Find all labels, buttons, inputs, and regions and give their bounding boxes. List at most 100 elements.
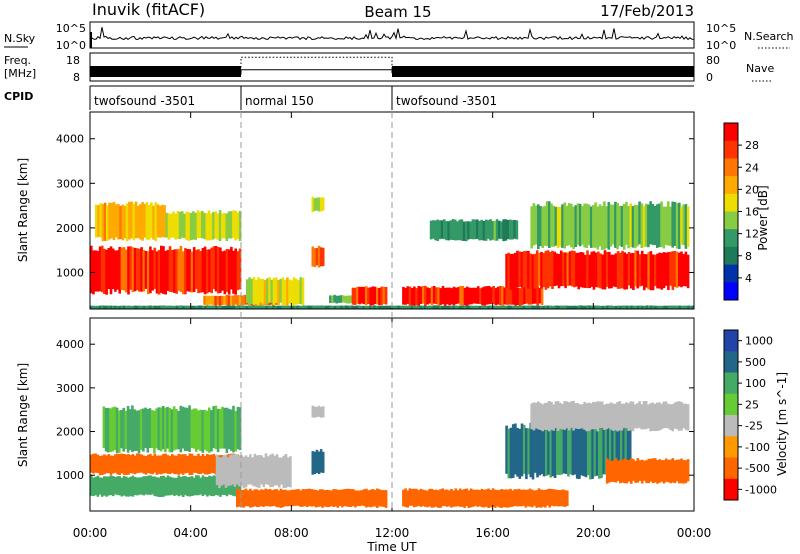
data-cell: [212, 454, 216, 474]
data-cell: [177, 305, 181, 309]
data-cell: [666, 403, 670, 429]
data-cell: [623, 252, 626, 290]
data-cell: [241, 295, 244, 306]
data-cell: [260, 489, 263, 507]
data-cell: [216, 408, 220, 453]
data-cell: [216, 246, 220, 294]
data-cell: [319, 449, 323, 473]
data-cell: [566, 305, 570, 309]
data-cell: [463, 305, 466, 309]
data-cell: [664, 458, 668, 482]
data-cell: [534, 205, 538, 245]
data-cell: [562, 424, 566, 474]
data-cell: [478, 305, 482, 309]
data-cell: [636, 250, 640, 289]
data-cell: [322, 197, 325, 211]
data-cell: [208, 305, 212, 309]
x-axis-label: Time UT: [366, 540, 417, 554]
data-cell: [451, 219, 455, 240]
data-cell: [638, 460, 642, 481]
data-cell: [314, 490, 318, 508]
data-cell: [566, 490, 569, 506]
data-cell: [136, 477, 139, 496]
data-cell: [311, 246, 314, 267]
data-cell: [234, 210, 237, 241]
data-cell: [166, 406, 169, 449]
data-cell: [166, 305, 170, 309]
data-cell: [458, 488, 462, 507]
data-cell: [219, 305, 223, 309]
data-cell: [627, 460, 631, 482]
data-cell: [339, 295, 343, 303]
data-cell: [286, 277, 289, 306]
data-cell: [215, 454, 219, 486]
data-cell: [197, 453, 200, 474]
data-cell: [358, 305, 361, 309]
data-cell: [531, 254, 535, 289]
data-cell: [142, 476, 146, 496]
data-cell: [526, 489, 530, 507]
data-cell: [456, 305, 460, 309]
data-cell: [263, 305, 267, 309]
data-cell: [145, 202, 149, 240]
data-cell: [246, 279, 249, 304]
data-cell: [384, 287, 388, 305]
freq-right-tick-top: 80: [706, 54, 720, 67]
data-cell: [680, 251, 683, 288]
data-cell: [151, 476, 154, 495]
data-cell: [179, 405, 183, 453]
data-cell: [671, 458, 675, 483]
data-cell: [165, 212, 169, 238]
data-cell: [190, 453, 194, 475]
data-cell: [230, 246, 233, 290]
colorbar-segment: [724, 264, 738, 283]
noise-left-tick-bottom: 10^0: [56, 39, 86, 52]
data-cell: [155, 305, 159, 309]
data-cell: [552, 489, 556, 507]
x-tick-label: 12:00: [375, 526, 410, 540]
data-cell: [468, 287, 471, 305]
data-cell: [255, 455, 259, 488]
data-cell: [373, 305, 376, 309]
data-cell: [171, 250, 174, 293]
data-cell: [474, 287, 478, 304]
data-cell: [415, 488, 418, 507]
colorbar-segment: [724, 211, 738, 230]
data-cell: [684, 403, 688, 430]
data-cell: [562, 305, 565, 309]
data-cell: [580, 424, 583, 476]
data-cell: [238, 489, 241, 507]
data-cell: [619, 252, 622, 289]
data-cell: [532, 288, 535, 304]
data-cell: [255, 489, 259, 508]
data-cell: [175, 455, 178, 475]
data-cell: [600, 401, 604, 428]
data-cell: [564, 426, 568, 474]
nave-line: [90, 56, 694, 75]
data-cell: [142, 408, 145, 452]
data-cell: [120, 305, 124, 309]
data-cell: [245, 305, 249, 309]
data-cell: [183, 213, 186, 239]
data-cell: [443, 219, 446, 240]
data-cell: [680, 206, 683, 245]
data-cell: [103, 476, 106, 496]
data-cell: [94, 305, 97, 309]
data-cell: [610, 254, 613, 289]
data-cell: [516, 287, 520, 305]
data-cell: [348, 295, 351, 304]
data-cell: [520, 489, 523, 507]
data-cell: [114, 204, 118, 238]
cpid-boundary-lines: [240, 112, 393, 511]
data-cell: [476, 489, 479, 507]
data-cell: [583, 401, 586, 430]
data-cell: [203, 455, 207, 475]
colorbar-tick-label: 100: [745, 377, 766, 390]
data-cell: [162, 305, 166, 309]
data-cell: [102, 406, 106, 449]
data-cell: [456, 490, 460, 507]
data-cell: [232, 405, 235, 453]
data-cell: [680, 402, 683, 431]
data-cell: [467, 490, 471, 508]
data-cell: [206, 249, 209, 294]
